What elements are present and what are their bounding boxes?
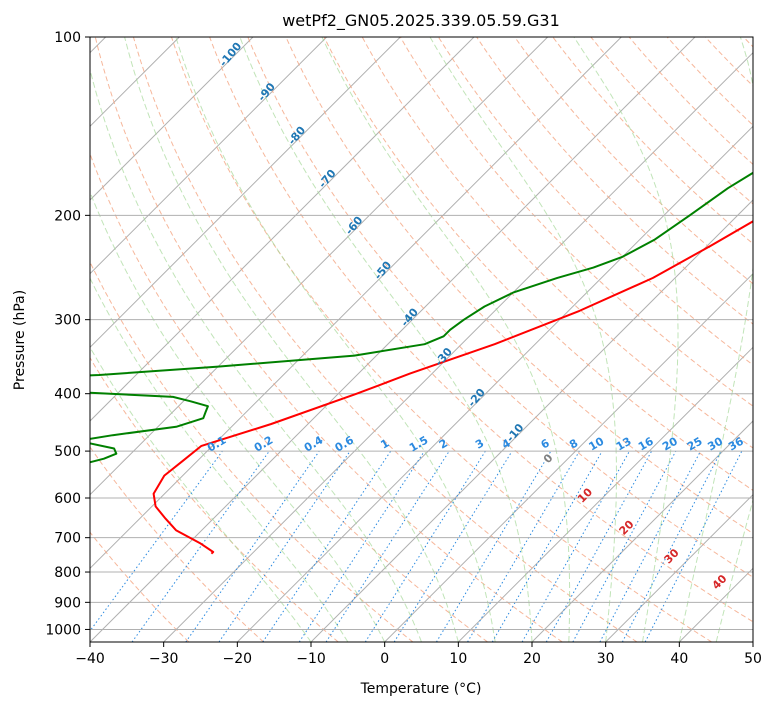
- mixing-ratio-line: [491, 450, 603, 642]
- moist-adiabat-line: [678, 37, 753, 642]
- mixing-ratio-line: [185, 450, 320, 642]
- moist-adiabat-line: [239, 37, 533, 642]
- x-tick-label: 30: [597, 651, 615, 667]
- isotherm-line: [384, 272, 753, 642]
- x-tick-label: −10: [296, 651, 326, 667]
- x-tick-label: 10: [449, 651, 467, 667]
- x-tick-label: 50: [744, 651, 762, 667]
- mixing-ratio-line: [467, 450, 580, 642]
- x-tick-label: −20: [223, 651, 253, 667]
- mixing-ratio-line: [572, 450, 677, 642]
- mixing-ratio-line: [325, 450, 450, 642]
- dry-adiabat-line: [94, 37, 563, 642]
- dry-adiabat-line: [90, 356, 339, 642]
- isotherm-line: [90, 37, 622, 570]
- isotherm-line: [457, 346, 753, 642]
- moist-adiabat-line: [90, 190, 386, 642]
- isotherm-line: [163, 51, 753, 642]
- isotherm-line: [236, 125, 753, 642]
- moist-adiabat-line: [90, 67, 422, 642]
- dry-adiabat-line: [399, 37, 753, 407]
- y-axis: 100 200 300 400 500 600 700 800 900 1000: [45, 30, 90, 638]
- dry-adiabat-line: [90, 531, 190, 642]
- y-tick-label: 300: [54, 313, 81, 329]
- pressure-gridlines: [90, 37, 753, 630]
- moist-adiabat-line: [175, 37, 496, 642]
- isotherm-line: [531, 420, 753, 642]
- y-tick-label: 400: [54, 387, 81, 403]
- mixing-ratio-line: [364, 450, 486, 642]
- dry-adiabat-line: [90, 260, 414, 642]
- mixing-ratio-line: [435, 450, 552, 642]
- y-tick-label: 600: [54, 491, 81, 507]
- temperature-line: [152, 220, 753, 555]
- dry-adiabat-line: [209, 37, 753, 623]
- moist-adiabat-line: [90, 277, 349, 642]
- chart-title: wetPf2_GN05.2025.339.05.59.G31: [282, 11, 560, 31]
- mixing-ratio-line: [521, 450, 630, 642]
- dry-adiabat-line: [514, 37, 753, 285]
- y-axis-label: Pressure (hPa): [12, 290, 28, 390]
- isotherm-line: [90, 37, 475, 422]
- plot-frame: [89, 36, 754, 643]
- x-tick-label: −40: [75, 651, 105, 667]
- y-tick-label: 1000: [45, 622, 81, 638]
- x-axis-label: Temperature (°C): [360, 681, 482, 697]
- moist-adiabat-line: [321, 37, 571, 642]
- y-tick-label: 100: [54, 30, 81, 46]
- x-tick-label: 0: [380, 651, 389, 667]
- profile-lines: [90, 171, 753, 555]
- dry-adiabat-line: [285, 37, 753, 535]
- x-tick-label: 20: [523, 651, 541, 667]
- isotherm-line: [90, 37, 696, 642]
- mixing-ratio-line: [218, 450, 351, 642]
- isotherm-line: [90, 37, 549, 496]
- y-tick-label: 200: [54, 208, 81, 224]
- dry-adiabat-line: [437, 37, 753, 366]
- dry-adiabat-line: [90, 446, 264, 642]
- dry-adiabat-line: [247, 37, 753, 578]
- mixing-ratio-line: [393, 450, 513, 642]
- mixing-ratio-line: [545, 450, 653, 642]
- x-axis: −40 −30 −20 −10 0 10 20 30 40 50: [75, 642, 762, 667]
- moist-adiabat-line: [124, 37, 459, 642]
- background-lines: [90, 37, 753, 642]
- dry-adiabat-line: [323, 37, 753, 491]
- y-tick-label: 700: [54, 531, 81, 547]
- isotherm-line: [90, 37, 328, 275]
- moist-adiabat-line: [429, 37, 617, 642]
- y-tick-label: 900: [54, 595, 81, 611]
- x-tick-label: −30: [149, 651, 179, 667]
- y-tick-label: 800: [54, 565, 81, 581]
- dry-adiabat-line: [171, 37, 712, 642]
- isotherm-line: [90, 37, 254, 201]
- x-tick-label: 40: [670, 651, 688, 667]
- isotherm-line: [605, 493, 753, 642]
- y-tick-label: 500: [54, 444, 81, 460]
- dewpoint-line: [90, 171, 753, 464]
- moist-adiabat-line: [90, 346, 312, 642]
- isotherm-line: [90, 37, 401, 349]
- dry-adiabat-line: [90, 152, 488, 642]
- moist-adiabat-line: [573, 37, 679, 642]
- dry-adiabat-line: [132, 37, 638, 642]
